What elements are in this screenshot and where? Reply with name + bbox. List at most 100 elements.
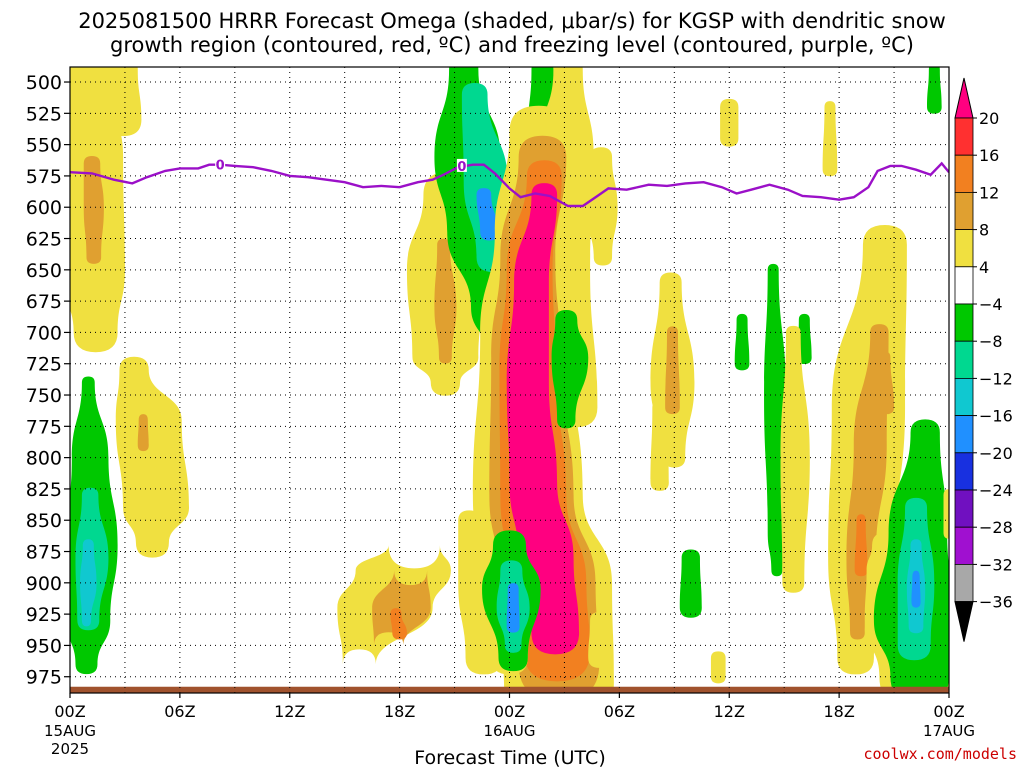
terrain-surface (70, 686, 949, 693)
colorbar-label: −16 (979, 407, 1013, 426)
y-tick-label: 900 (26, 573, 62, 595)
x-tick-year-label: 2025 (51, 740, 89, 758)
colorbar-label: −36 (979, 593, 1013, 612)
colorbar-label: −32 (979, 555, 1013, 574)
omega-contour-region (506, 583, 520, 633)
credit-text: coolwx.com/models (863, 745, 1017, 763)
y-tick-label: 500 (26, 72, 62, 94)
omega-contour-region (80, 539, 97, 627)
x-tick-label: 00Z (494, 702, 525, 721)
omega-contour-region (104, 67, 142, 137)
x-tick-label: 00Z (933, 702, 964, 721)
colorbar-swatch (954, 452, 974, 491)
y-tick-label: 875 (26, 542, 62, 564)
colorbar-swatch (954, 154, 974, 193)
x-tick-label: 12Z (274, 702, 305, 721)
y-tick-label: 800 (26, 448, 62, 470)
y-tick-label: 650 (26, 260, 62, 282)
omega-contour-region (911, 570, 921, 608)
y-tick-label: 625 (26, 229, 62, 251)
colorbar-swatch (954, 415, 974, 454)
colorbar-top-triangle (954, 77, 974, 119)
y-tick-label: 775 (26, 416, 62, 438)
freezing-level-label-bg (456, 158, 467, 172)
x-tick-label: 18Z (823, 702, 854, 721)
omega-contour-region (927, 67, 942, 114)
omega-contour-region (764, 263, 787, 577)
x-tick-date-label: 15AUG (44, 722, 96, 740)
y-tick-label: 550 (26, 135, 62, 157)
freezing-level-label: 0 (457, 160, 466, 175)
omega-contour-region (879, 351, 895, 415)
omega-shading-layer (70, 67, 949, 693)
omega-contour-region (822, 101, 838, 177)
x-axis-title: Forecast Time (UTC) (414, 747, 605, 768)
freezing-level-label-bg (215, 157, 226, 171)
omega-contour-region (734, 313, 750, 371)
x-tick-label: 06Z (604, 702, 635, 721)
y-tick-label: 675 (26, 291, 62, 313)
colorbar-swatch (954, 266, 974, 305)
colorbar-swatch (954, 191, 974, 230)
y-tick-label: 825 (26, 479, 62, 501)
omega-contour-region (390, 608, 407, 640)
omega-contour-region (665, 326, 680, 415)
colorbar-swatch (954, 229, 974, 268)
freezing-level-label: 0 (216, 159, 225, 174)
omega-contour-region (506, 183, 580, 655)
colorbar-label: −20 (979, 444, 1013, 463)
colorbar-label: −24 (979, 481, 1013, 500)
omega-contour-region (372, 570, 431, 646)
y-axis: 500 525 550 575 600 625 650 675 700 725 750 775 800 8… (26, 72, 70, 689)
colorbar-bottom-triangle (954, 601, 974, 642)
y-tick-label: 725 (26, 354, 62, 376)
x-tick-label: 12Z (714, 702, 745, 721)
omega-contour-region (115, 356, 190, 558)
y-tick-label: 850 (26, 510, 62, 532)
y-tick-label: 600 (26, 197, 62, 219)
omega-contour-region (679, 549, 702, 618)
x-tick-label: 06Z (164, 702, 195, 721)
y-tick-label: 975 (26, 667, 62, 689)
x-tick-date-label: 17AUG (923, 722, 975, 740)
y-tick-label: 525 (26, 103, 62, 125)
y-tick-label: 925 (26, 604, 62, 626)
y-tick-label: 575 (26, 166, 62, 188)
colorbar-swatch (954, 340, 974, 379)
colorbar-swatch (954, 526, 974, 565)
y-tick-label: 750 (26, 385, 62, 407)
x-tick-label: 00Z (54, 702, 85, 721)
colorbar-label: −12 (979, 369, 1013, 388)
colorbar-swatch (954, 564, 974, 603)
omega-contour-region (83, 155, 104, 264)
x-tick-date-label: 16AUG (484, 722, 536, 740)
colorbar-label: 20 (979, 109, 999, 128)
y-tick-label: 700 (26, 322, 62, 344)
colorbar-label: 4 (979, 258, 989, 277)
colorbar-label: −8 (979, 332, 1003, 351)
colorbar-swatch (954, 303, 974, 342)
omega-contour-region (584, 147, 618, 266)
colorbar-swatch (954, 489, 974, 528)
colorbar-label: −28 (979, 518, 1013, 537)
colorbar-swatch (954, 377, 974, 416)
omega-contour-region (137, 414, 149, 452)
x-tick-label: 18Z (384, 702, 415, 721)
omega-contour-region (551, 310, 589, 429)
omega-contour-region (943, 489, 949, 539)
colorbar-label: 8 (979, 221, 989, 240)
colorbar: 20 16 12 8 4 −4 −8 −12 −16 −20 −24 −28 −32 −36 (954, 77, 1013, 642)
omega-contour-region (588, 612, 611, 668)
colorbar-label: 12 (979, 183, 999, 202)
omega-contour-region (476, 188, 499, 241)
chart-title-line-1: 2025081500 HRRR Forecast Omega (shaded, … (78, 9, 946, 33)
omega-contour-region (854, 514, 868, 577)
colorbar-label: 16 (979, 146, 999, 165)
colorbar-label: −4 (979, 295, 1003, 314)
terrain-layer (70, 686, 949, 693)
colorbar-swatch (954, 117, 974, 156)
omega-contour-region (780, 325, 810, 593)
